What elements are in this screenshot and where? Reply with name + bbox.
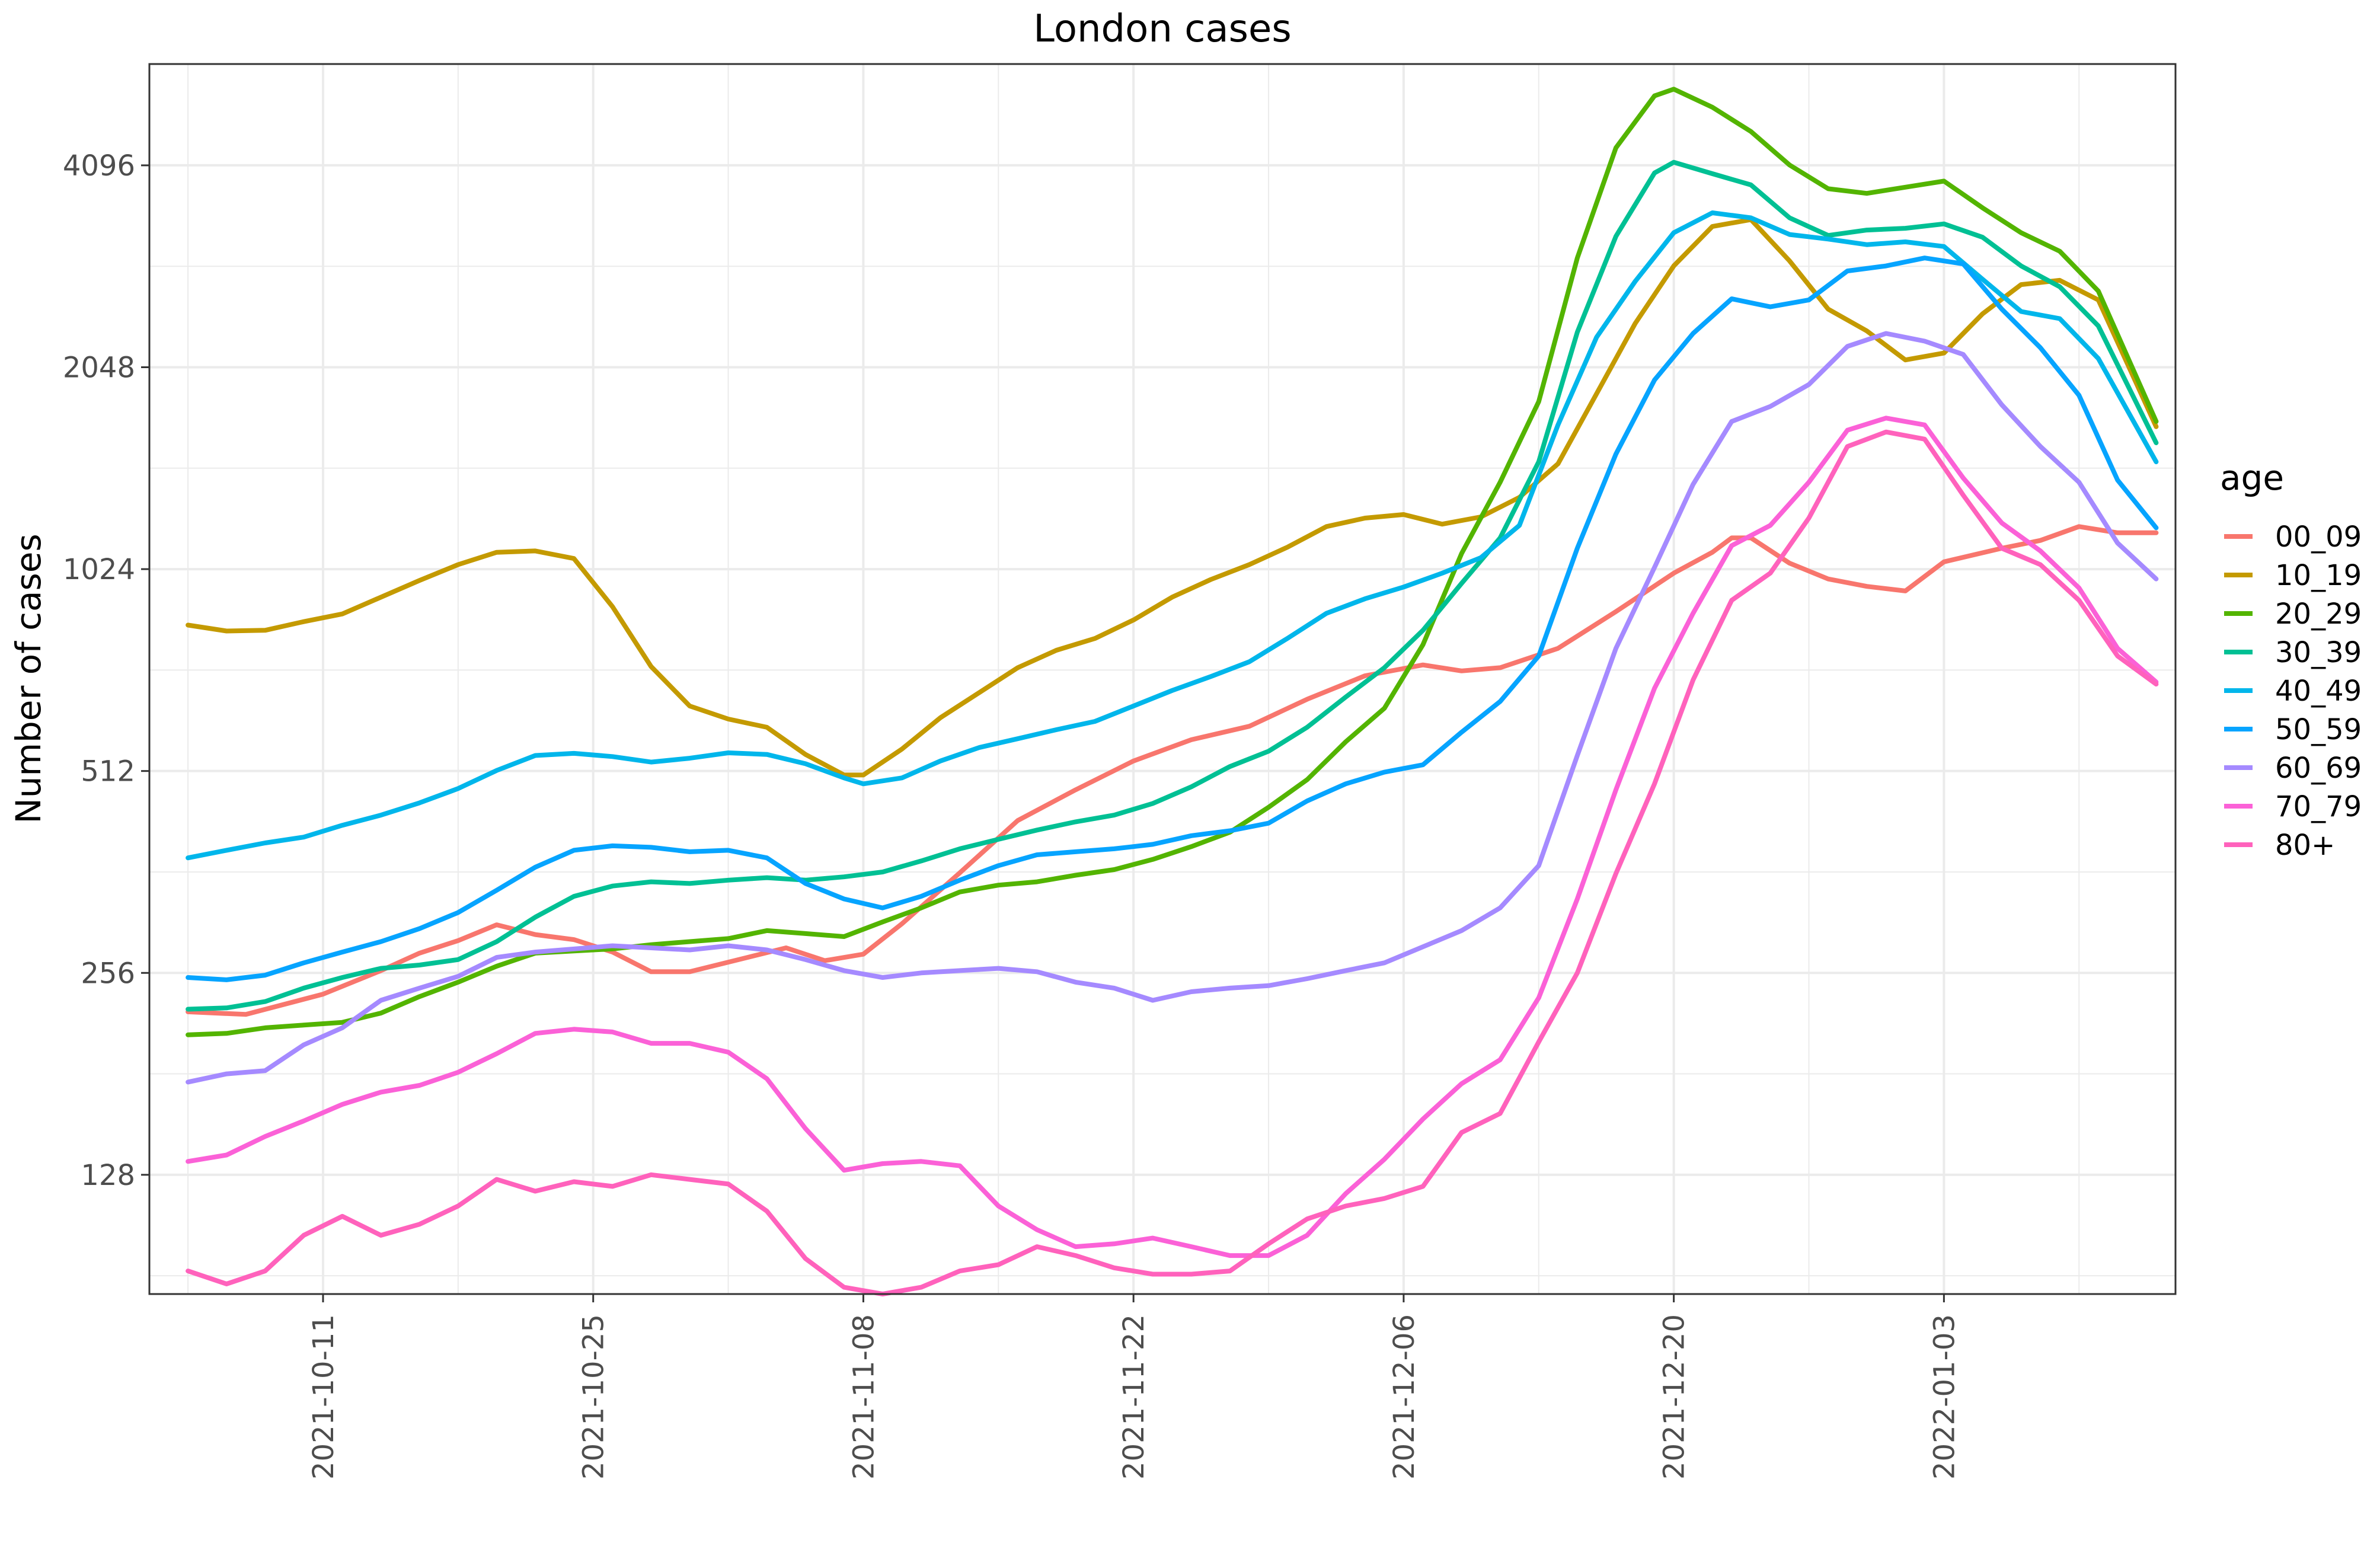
series-line-00_09 [186,524,2159,1017]
series-line-30_39 [186,159,2159,1012]
chart-title: London cases [1033,7,1291,51]
legend-title: age [2220,458,2284,498]
series-line-70_79 [186,416,2159,1258]
series-line-40_49 [186,210,2159,861]
y-tick-label: 4096 [63,149,135,183]
x-tick-label: 2022-01-03 [1928,1314,1961,1480]
x-tick-label: 2021-10-25 [577,1314,611,1480]
x-tick-label: 2021-11-22 [1117,1314,1151,1480]
y-tick-label: 2048 [63,352,135,385]
series-line-60_69 [186,331,2159,1085]
legend-label: 10_19 [2275,559,2362,592]
y-tick-label: 1024 [63,553,135,586]
series-lines [186,87,2159,1296]
legend: age 00_09 10_19 20_29 30_39 40_49 50_59 60_69 7… [2220,458,2362,862]
legend-label: 70_79 [2275,790,2362,823]
legend-label: 20_29 [2275,598,2362,631]
legend-label: 00_09 [2275,520,2362,554]
x-tick-label: 2021-10-11 [307,1314,340,1480]
legend-label: 60_69 [2275,752,2362,785]
series-line-10_19 [186,217,2159,778]
axes: 2021-10-11 2021-10-25 2021-11-08 2021-11-22… [63,149,1961,1480]
series-line-50_59 [186,255,2159,982]
plot-panel-border [148,63,2177,1295]
legend-label: 30_39 [2275,636,2362,669]
series-line-80+ [186,429,2159,1296]
y-tick-label: 256 [81,957,135,990]
x-tick-label: 2021-11-08 [847,1314,880,1480]
x-tick-label: 2021-12-06 [1388,1314,1421,1480]
legend-label: 40_49 [2275,675,2362,708]
y-axis-title: Number of cases [8,533,49,823]
series-line-20_29 [186,87,2159,1037]
grid-layer [149,63,2175,1294]
legend-label: 80+ [2275,829,2335,862]
legend-label: 50_59 [2275,713,2362,746]
y-tick-label: 128 [81,1159,135,1192]
x-tick-label: 2021-12-20 [1658,1314,1691,1480]
y-tick-label: 512 [81,755,135,788]
